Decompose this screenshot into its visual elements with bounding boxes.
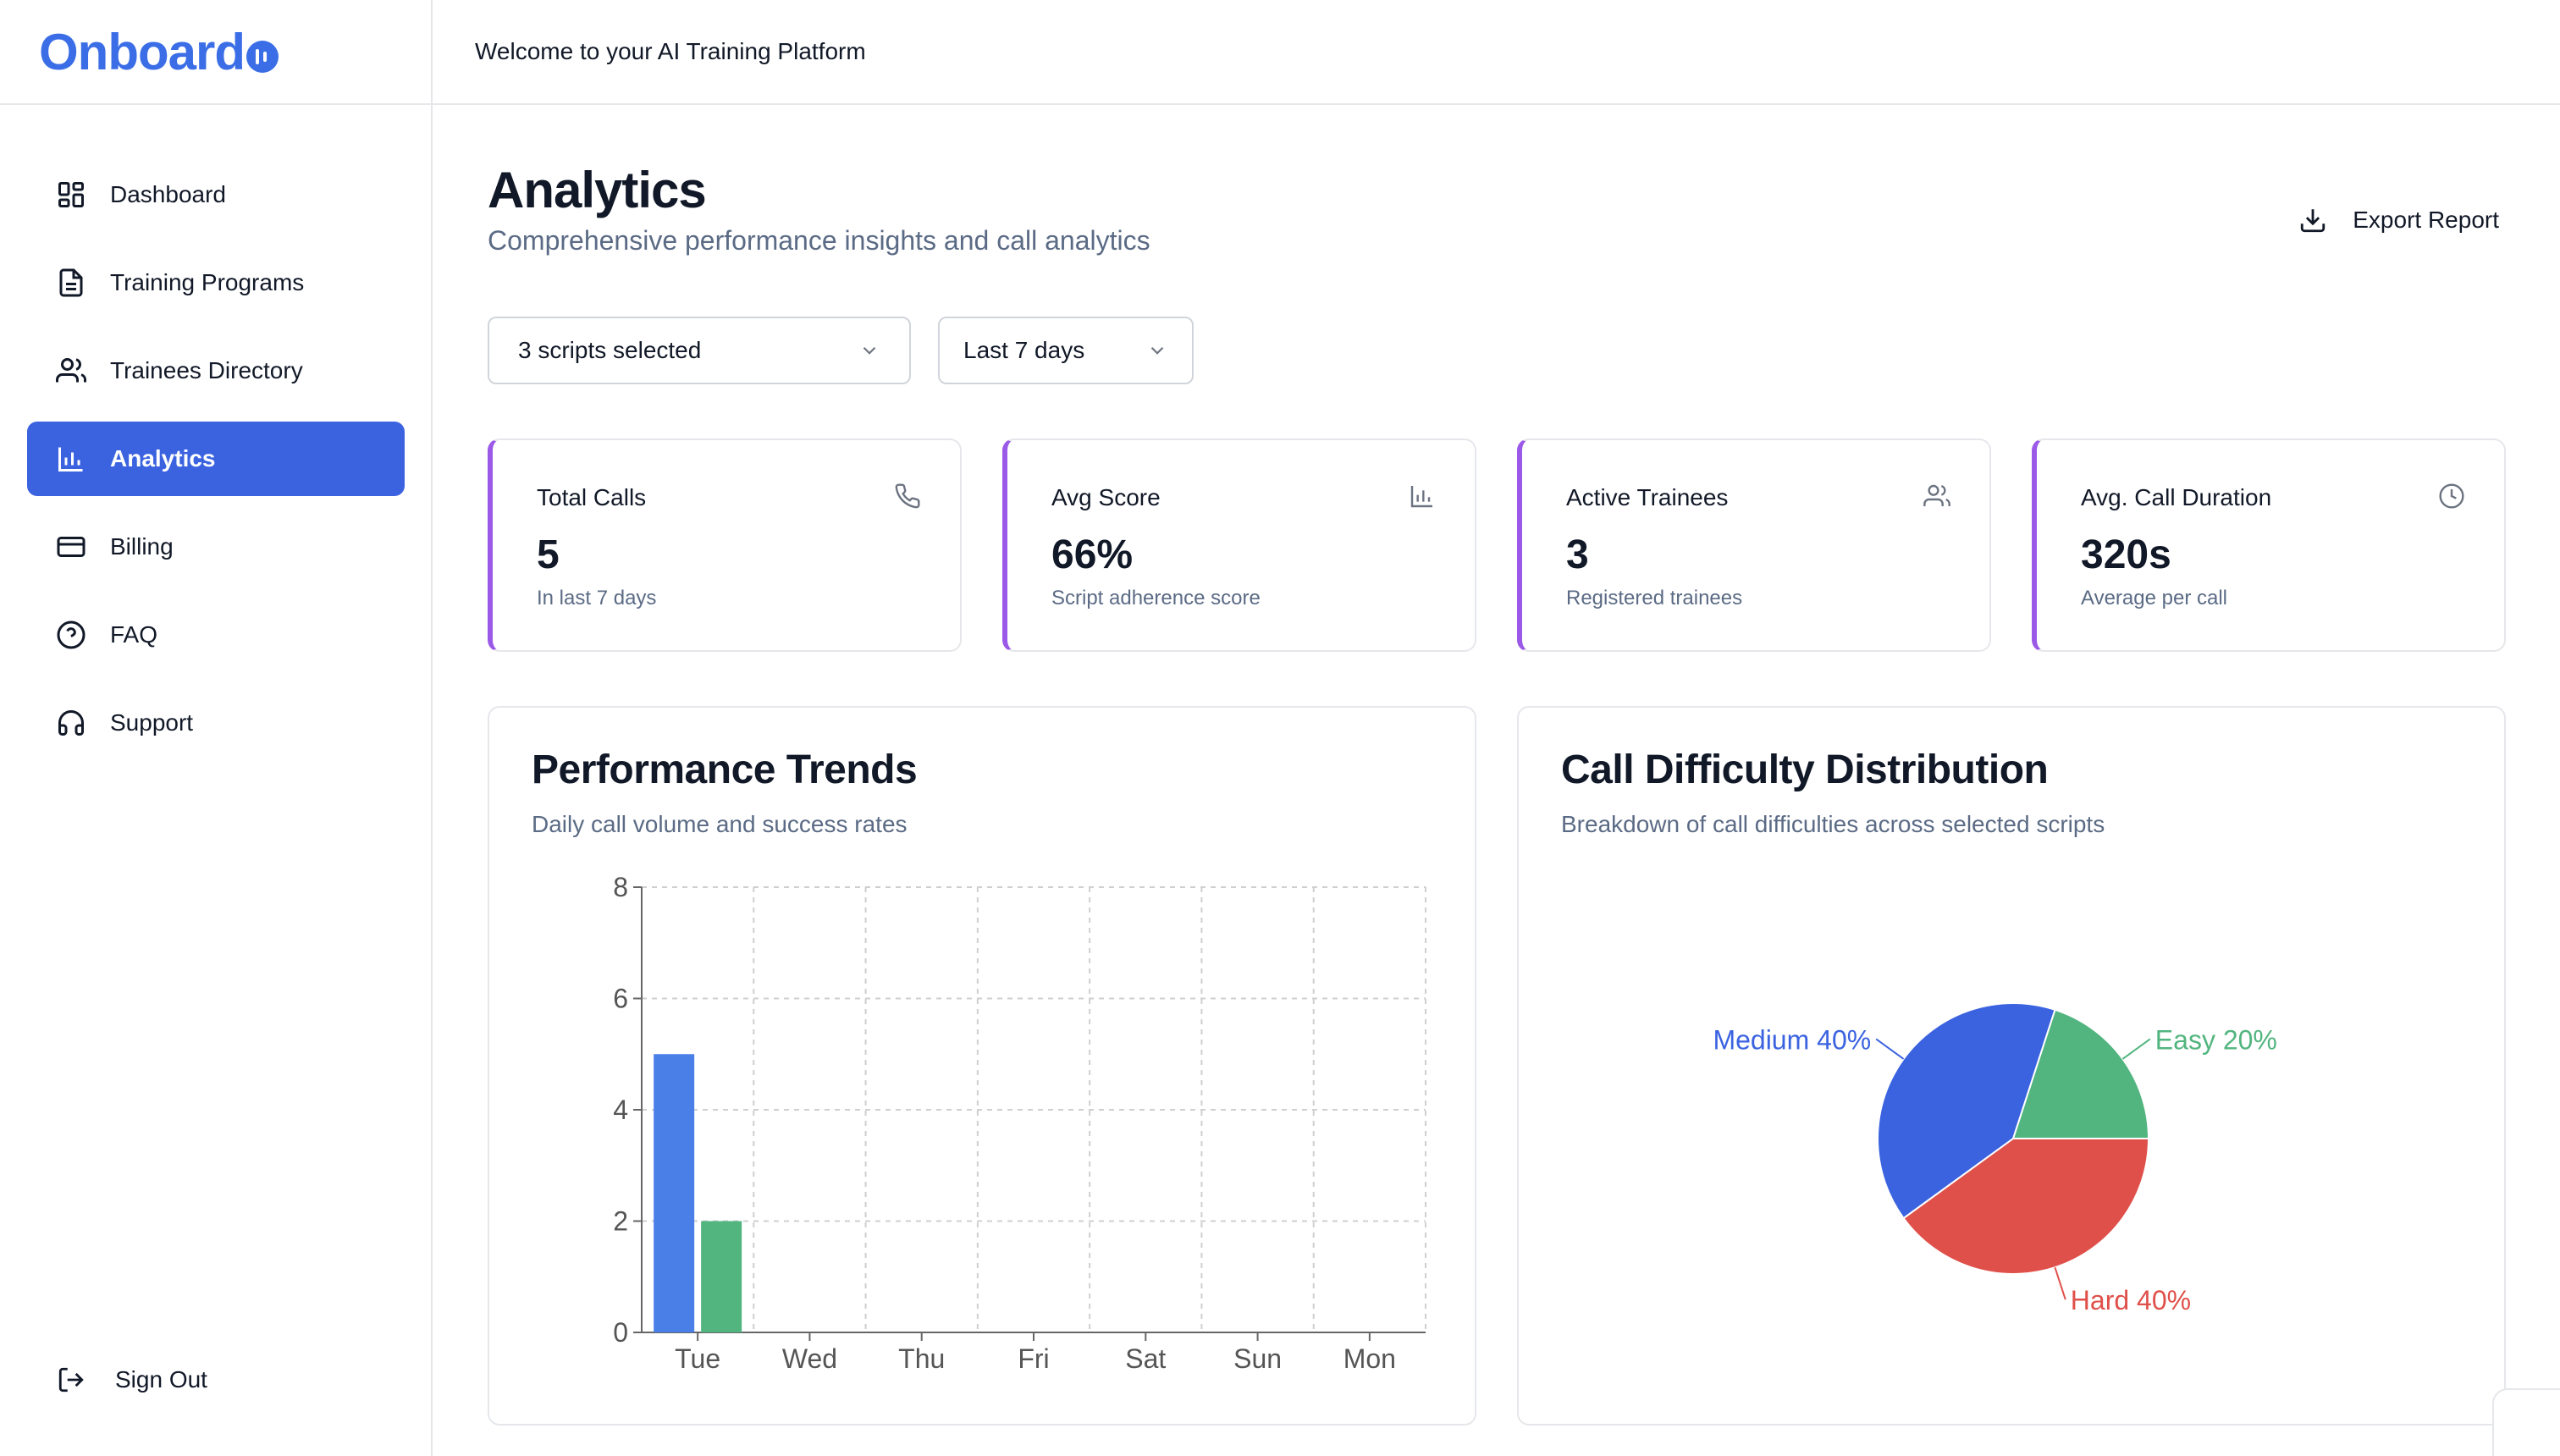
users-icon <box>1923 483 1950 510</box>
logo-area: Onboard <box>0 0 431 105</box>
logo[interactable]: Onboard <box>39 23 279 81</box>
y-tick-label: 2 <box>613 1206 628 1237</box>
sidebar-item-label: Trainees Directory <box>110 357 303 383</box>
help-circle-icon <box>54 618 88 652</box>
x-tick-label: Fri <box>1018 1343 1049 1374</box>
stat-card-active-trainees: Active Trainees 3 Registered trainees <box>1517 438 1991 652</box>
stat-label: Total Calls <box>537 484 647 510</box>
sidebar-item-label: Support <box>110 709 194 736</box>
sign-out-button[interactable]: Sign Out <box>54 1363 207 1397</box>
panel-title: Call Difficulty Distribution <box>1561 747 2049 792</box>
x-tick-label: Tue <box>675 1343 720 1374</box>
sidebar-item-label: FAQ <box>110 621 158 648</box>
headphones-icon <box>54 706 88 740</box>
difficulty-pie-chart: Easy 20% Hard 40% Medium 40% <box>1713 1002 2277 1315</box>
x-tick-label: Thu <box>898 1343 945 1374</box>
page-subtitle: Comprehensive performance insights and c… <box>488 225 1150 256</box>
pie-label-line <box>2121 1038 2151 1060</box>
document-icon <box>54 266 88 300</box>
sidebar-item-faq[interactable]: FAQ <box>27 598 405 672</box>
stat-value: 66% <box>1051 532 1134 577</box>
panel-title: Performance Trends <box>532 747 918 792</box>
stat-label: Avg Score <box>1051 484 1161 510</box>
sidebar-item-analytics[interactable]: Analytics <box>27 422 405 496</box>
panel-subtitle: Breakdown of call difficulties across se… <box>1561 811 2105 837</box>
bar-chart-icon <box>54 442 88 476</box>
call-difficulty-panel: Call Difficulty Distribution Breakdown o… <box>1517 706 2506 1426</box>
stat-label: Active Trainees <box>1566 484 1729 510</box>
sidebar-item-billing[interactable]: Billing <box>27 510 405 584</box>
chevron-down-icon <box>1146 339 1168 361</box>
sidebar-item-support[interactable]: Support <box>27 686 405 760</box>
welcome-text: Welcome to your AI Training Platform <box>475 38 866 64</box>
users-icon <box>54 354 88 388</box>
sidebar-item-label: Analytics <box>110 445 216 472</box>
sidebar-item-label: Dashboard <box>110 181 226 207</box>
scripts-select-value: 3 scripts selected <box>518 337 702 363</box>
sidebar-item-training-programs[interactable]: Training Programs <box>27 245 405 320</box>
export-report-label: Export Report <box>2353 207 2499 233</box>
date-range-select[interactable]: Last 7 days <box>938 317 1194 384</box>
sign-out-label: Sign Out <box>115 1366 207 1393</box>
export-report-button[interactable]: Export Report <box>2270 193 2528 247</box>
x-tick-label: Sat <box>1125 1343 1166 1374</box>
y-tick-label: 6 <box>613 984 628 1014</box>
sidebar-item-trainees-directory[interactable]: Trainees Directory <box>27 334 405 408</box>
x-tick-label: Sun <box>1233 1343 1282 1374</box>
credit-card-icon <box>54 530 88 564</box>
sidebar-item-label: Training Programs <box>110 269 305 295</box>
y-tick-label: 4 <box>613 1095 628 1125</box>
pie-slice-hard[interactable] <box>1902 1138 2150 1275</box>
chat-widget[interactable] <box>2492 1388 2560 1456</box>
stat-card-avg-score: Avg Score 66% Script adherence score <box>1002 438 1476 652</box>
bar[interactable] <box>701 1221 742 1333</box>
performance-trends-panel: Performance Trends Daily call volume and… <box>488 706 1476 1426</box>
download-icon <box>2298 206 2327 234</box>
panel-subtitle: Daily call volume and success rates <box>532 811 908 837</box>
date-range-value: Last 7 days <box>963 337 1085 363</box>
sidebar: Onboard Dashboard Training Programs Trai… <box>0 0 433 1456</box>
bar-chart-icon <box>1409 483 1436 510</box>
pie-label-line <box>1875 1038 1905 1060</box>
stat-subtext: Registered trainees <box>1566 587 1743 609</box>
pie-label: Hard 40% <box>2071 1285 2191 1315</box>
stat-value: 3 <box>1566 532 1589 577</box>
top-bar: Welcome to your AI Training Platform <box>433 0 2560 105</box>
stat-value: 320s <box>2081 532 2171 577</box>
stat-subtext: Average per call <box>2081 587 2227 609</box>
x-tick-label: Mon <box>1343 1343 1396 1374</box>
sidebar-item-dashboard[interactable]: Dashboard <box>27 157 405 232</box>
stat-subtext: In last 7 days <box>537 587 657 609</box>
stat-card-total-calls: Total Calls 5 In last 7 days <box>488 438 962 652</box>
logo-mic-icon <box>246 41 279 73</box>
pie-label: Easy 20% <box>2155 1024 2277 1055</box>
stat-label: Avg. Call Duration <box>2081 484 2272 510</box>
y-tick-label: 0 <box>613 1317 628 1348</box>
pie-label-line <box>2054 1266 2066 1300</box>
y-tick-label: 8 <box>613 872 628 902</box>
sidebar-item-label: Billing <box>110 533 174 560</box>
page-title: Analytics <box>488 162 707 218</box>
performance-bar-chart: 0 2 4 6 8 Tue Wed Thu Fri Sat Sun Mon <box>613 872 1426 1374</box>
logo-text: Onboard <box>39 23 246 80</box>
sidebar-nav: Dashboard Training Programs Trainees Dir… <box>27 157 405 774</box>
log-out-icon <box>54 1363 88 1397</box>
stat-card-avg-call-duration: Avg. Call Duration 320s Average per call <box>2032 438 2506 652</box>
bar[interactable] <box>654 1054 695 1332</box>
chevron-down-icon <box>858 339 880 361</box>
phone-icon <box>894 483 921 510</box>
x-tick-label: Wed <box>782 1343 837 1374</box>
scripts-select[interactable]: 3 scripts selected <box>488 317 911 384</box>
clock-icon <box>2438 483 2465 510</box>
pie-slice-easy[interactable] <box>2011 1008 2150 1139</box>
stat-value: 5 <box>537 532 560 577</box>
pie-label: Medium 40% <box>1713 1024 1871 1055</box>
pie-slice-medium[interactable] <box>1877 1002 2056 1220</box>
stat-subtext: Script adherence score <box>1051 587 1261 609</box>
dashboard-icon <box>54 178 88 212</box>
